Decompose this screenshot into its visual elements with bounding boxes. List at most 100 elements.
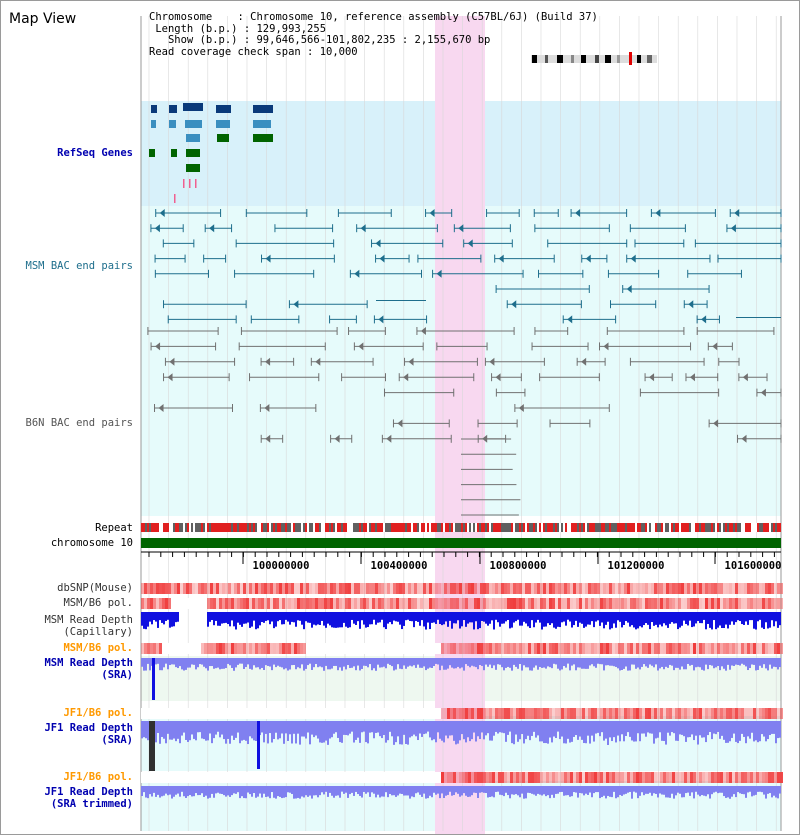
jf1-depth-sra-bar	[645, 721, 647, 737]
jf1-depth-sra-bar	[631, 721, 633, 741]
ideogram-band	[637, 55, 641, 63]
msm-depth-capillary-bar	[261, 612, 263, 623]
repeat-segment	[603, 523, 605, 532]
jf1-pol-heat-2	[510, 772, 513, 783]
jf1-pol-heat-1	[780, 708, 783, 719]
msm-pol-heat-2	[381, 643, 384, 654]
msm-pol-heat-1	[456, 598, 459, 609]
msm-depth-capillary-bar	[299, 612, 301, 621]
jf1-depth-sra-bar	[669, 721, 671, 736]
chromosome-track-label[interactable]: chromosome 10	[50, 537, 133, 549]
msm-depth-sra-bar	[167, 658, 169, 670]
dbsnp-heat	[306, 583, 309, 594]
repeat-segment	[403, 523, 405, 532]
refseq-genes-label[interactable]: RefSeq Genes	[57, 147, 133, 159]
jf1-depth-sra-bar	[141, 721, 143, 739]
repeat-segment	[289, 523, 291, 532]
jf1-depth-trimmed-bar	[577, 786, 579, 798]
msm-depth-sra-bar	[285, 658, 287, 669]
msm-pol-heat-1	[222, 598, 225, 609]
msm-pol-heat-2	[399, 643, 402, 654]
msm-depth-sra-bar	[335, 658, 337, 666]
msm-pol-heat-1	[693, 598, 696, 609]
jf1-depth-trimmed-bar	[473, 786, 475, 793]
jf1-depth-trimmed-bar	[435, 786, 437, 795]
repeat-segment	[743, 523, 745, 532]
jf1-depth-trimmed-bar	[153, 786, 155, 793]
jf1-depth-trimmed-bar	[583, 786, 585, 796]
jf1-depth-trimmed-bar	[693, 786, 695, 799]
jf1-depth-trimmed-bar	[487, 786, 489, 798]
jf1-depth-trimmed-label[interactable]: JF1 Read Depth (SRA trimmed)	[44, 786, 133, 810]
msm-depth-capillary-bar	[471, 612, 473, 623]
dbsnp-label[interactable]: dbSNP(Mouse)	[57, 582, 133, 594]
repeat-segment	[409, 523, 411, 532]
refseq-gene	[151, 120, 156, 128]
msm-b6-pol-label-2[interactable]: MSM/B6 pol.	[63, 642, 133, 654]
msm-pol-heat-2	[687, 643, 690, 654]
jf1-depth-sra-bar	[629, 721, 631, 737]
dbsnp-heat	[342, 583, 345, 594]
msm-depth-capillary-bar	[549, 612, 551, 625]
jf1-pol-heat-2	[228, 772, 231, 783]
jf1-depth-sra-bar	[181, 721, 183, 736]
msm-depth-capillary-bar	[341, 612, 343, 628]
msm-pol-heat-2	[666, 643, 669, 654]
msm-depth-capillary-bar	[413, 612, 415, 628]
msm-depth-capillary-bar	[509, 612, 511, 629]
msm-pol-heat-1	[600, 598, 603, 609]
dbsnp-heat	[528, 583, 531, 594]
refseq-gene	[253, 134, 273, 142]
msm-depth-capillary-bar	[309, 612, 311, 623]
jf1-b6-pol-label-1[interactable]: JF1/B6 pol.	[63, 707, 133, 719]
msm-depth-sra-bar	[527, 658, 529, 668]
msm-depth-sra-bar	[713, 658, 715, 669]
msm-pol-heat-2	[450, 643, 453, 654]
msm-depth-sra-label[interactable]: MSM Read Depth (SRA)	[44, 657, 133, 681]
msm-depth-capillary-bar	[725, 612, 727, 625]
msm-depth-sra-bar	[181, 658, 183, 670]
jf1-depth-sra-bar	[289, 721, 291, 735]
msm-pol-heat-2	[387, 643, 390, 654]
b6n-bac-label[interactable]: B6N BAC end pairs	[25, 417, 133, 429]
dbsnp-heat	[438, 583, 441, 594]
msm-pol-heat-2	[612, 643, 615, 654]
msm-depth-capillary-label[interactable]: MSM Read Depth (Capillary)	[44, 614, 133, 638]
dbsnp-heat	[669, 583, 672, 594]
jf1-pol-heat-1	[741, 708, 744, 719]
repeat-segment	[575, 523, 577, 532]
repeat-label[interactable]: Repeat	[95, 522, 133, 534]
msm-depth-sra-bar	[423, 658, 425, 667]
jf1-pol-heat-1	[540, 708, 543, 719]
jf1-depth-sra-bar	[651, 721, 653, 734]
msm-pol-heat-2	[213, 643, 216, 654]
repeat-segment	[573, 523, 575, 532]
jf1-pol-heat-1	[486, 708, 489, 719]
jf1-pol-heat-2	[714, 772, 717, 783]
msm-pol-heat-2	[375, 643, 378, 654]
dbsnp-heat	[474, 583, 477, 594]
jf1-depth-sra-bar	[469, 721, 471, 742]
jf1-pol-heat-2	[180, 772, 183, 783]
jf1-pol-heat-2	[459, 772, 462, 783]
msm-pol-heat-1	[555, 598, 558, 609]
jf1-b6-pol-label-2[interactable]: JF1/B6 pol.	[63, 771, 133, 783]
repeat-segment	[331, 523, 333, 532]
msm-pol-heat-1	[162, 598, 165, 609]
msm-pol-heat-2	[531, 643, 534, 654]
msm-depth-capillary-bar	[361, 612, 363, 621]
msm-pol-heat-2	[510, 643, 513, 654]
dbsnp-heat	[282, 583, 285, 594]
jf1-depth-sra-bar	[743, 721, 745, 737]
msm-depth-capillary-bar	[275, 612, 277, 627]
msm-depth-sra-bar	[147, 658, 149, 664]
jf1-depth-sra-label[interactable]: JF1 Read Depth (SRA)	[44, 722, 133, 746]
msm-bac-label[interactable]: MSM BAC end pairs	[25, 260, 133, 272]
jf1-depth-trimmed-bar	[731, 786, 733, 797]
msm-b6-pol-label-1[interactable]: MSM/B6 pol.	[63, 597, 133, 609]
jf1-depth-trimmed-bar	[497, 786, 499, 792]
jf1-depth-sra-bar	[287, 721, 289, 741]
msm-depth-sra-bar	[511, 658, 513, 671]
msm-pol-heat-1	[252, 598, 255, 609]
